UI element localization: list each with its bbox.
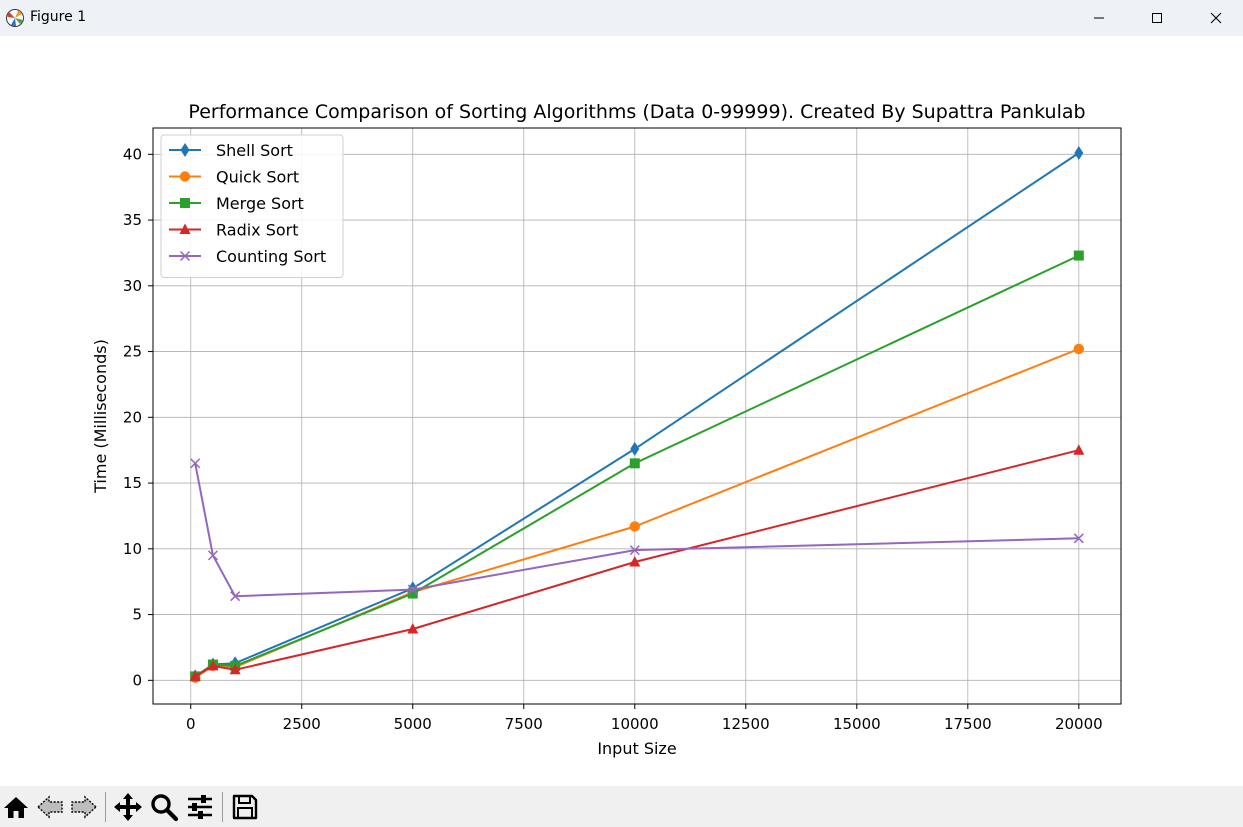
legend-item: Shell Sort	[169, 141, 293, 160]
x-tick-label: 5000	[394, 715, 432, 733]
y-tick-label: 0	[132, 671, 142, 689]
y-tick-label: 35	[123, 211, 142, 229]
zoom-icon	[151, 794, 178, 821]
x-axis-label: Input Size	[597, 739, 676, 758]
legend-label: Shell Sort	[216, 141, 293, 160]
legend-marker	[180, 143, 190, 157]
configure-subplots-icon	[188, 795, 212, 819]
series-line	[194, 463, 1079, 598]
minimize-icon	[1094, 17, 1104, 19]
axis-ticks: 0 2500 5000 7500 10000 12500 15000 17500 20000 0 5…	[123, 145, 1103, 733]
close-button[interactable]	[1187, 0, 1243, 36]
window-title: Figure 1	[30, 9, 87, 25]
close-icon	[1210, 12, 1222, 24]
legend-box	[160, 134, 344, 278]
data-point	[207, 659, 219, 671]
chart-title: Performance Comparison of Sorting Algori…	[188, 101, 1085, 123]
x-tick-label: 0	[186, 715, 196, 733]
series-counting-sort	[190, 458, 1084, 602]
legend-marker	[179, 171, 191, 182]
toolbar-separator	[222, 792, 223, 822]
y-tick-label: 5	[132, 606, 142, 624]
forward-icon	[71, 795, 98, 819]
zoom-button[interactable]	[148, 791, 180, 823]
figure-canvas: 0 2500 5000 7500 10000 12500 15000 17500 20000 0 5…	[0, 36, 1243, 786]
save-icon	[232, 794, 258, 820]
data-point	[230, 591, 241, 602]
data-point	[407, 584, 418, 595]
x-tick-label: 17500	[944, 715, 992, 733]
home-button[interactable]	[0, 791, 32, 823]
legend-label: Merge Sort	[216, 194, 304, 213]
back-button[interactable]	[34, 791, 66, 823]
series-lines	[189, 145, 1085, 684]
legend-label: Radix Sort	[216, 221, 299, 240]
series-radix-sort	[189, 444, 1085, 681]
axes-frame	[152, 127, 1122, 705]
data-point	[190, 458, 201, 469]
y-tick-label: 30	[123, 277, 142, 295]
data-point	[229, 663, 241, 675]
legend-item: Quick Sort	[169, 168, 299, 187]
save-button[interactable]	[229, 791, 261, 823]
data-point	[1073, 343, 1085, 355]
line-chart: 0 2500 5000 7500 10000 12500 15000 17500 20000 0 5…	[91, 101, 1122, 758]
data-point	[407, 623, 419, 634]
y-tick-label: 20	[123, 408, 142, 426]
legend-item: Counting Sort	[169, 247, 326, 266]
legend-marker	[179, 223, 191, 234]
x-tick-label: 10000	[611, 715, 659, 733]
data-point	[629, 545, 640, 556]
legend-marker	[179, 250, 191, 262]
pan-button[interactable]	[112, 791, 144, 823]
data-point	[1073, 250, 1084, 261]
y-tick-label: 25	[123, 343, 142, 361]
x-tick-label: 15000	[833, 715, 881, 733]
series-merge-sort	[190, 250, 1084, 682]
matplotlib-icon	[5, 8, 25, 28]
data-point	[407, 588, 418, 599]
maximize-button[interactable]	[1128, 0, 1186, 36]
legend-label: Quick Sort	[216, 168, 299, 187]
data-point	[629, 458, 640, 469]
forward-button[interactable]	[68, 791, 100, 823]
data-point	[189, 670, 201, 681]
minimize-button[interactable]	[1070, 0, 1128, 36]
data-point	[207, 550, 218, 561]
data-point	[629, 555, 641, 567]
x-tick-label: 12500	[722, 715, 770, 733]
y-tick-label: 10	[123, 540, 142, 558]
pan-icon	[114, 793, 142, 821]
x-tick-label: 7500	[505, 715, 543, 733]
home-icon	[4, 797, 28, 818]
data-point	[1073, 444, 1085, 455]
y-tick-label: 15	[123, 474, 142, 492]
data-point	[630, 441, 640, 456]
data-point	[1073, 533, 1084, 544]
legend-label: Counting Sort	[216, 247, 326, 266]
maximize-icon	[1152, 13, 1162, 23]
x-tick-label: 2500	[283, 715, 321, 733]
configure-subplots-button[interactable]	[184, 791, 216, 823]
legend-marker	[180, 198, 190, 208]
toolbar-separator	[105, 792, 106, 822]
legend: Shell Sort Quick Sort Merge Sort Radix Sort…	[160, 134, 344, 278]
x-tick-label: 20000	[1055, 715, 1103, 733]
back-icon	[36, 795, 63, 819]
data-point	[1074, 145, 1084, 160]
legend-item: Merge Sort	[169, 194, 304, 213]
series-quick-sort	[189, 343, 1085, 683]
y-axis-label: Time (Milliseconds)	[91, 339, 110, 494]
data-point	[629, 521, 640, 532]
title-bar: Figure 1	[0, 0, 1243, 36]
navigation-toolbar	[0, 786, 1243, 827]
y-tick-label: 40	[123, 145, 142, 163]
legend-item: Radix Sort	[169, 221, 299, 240]
